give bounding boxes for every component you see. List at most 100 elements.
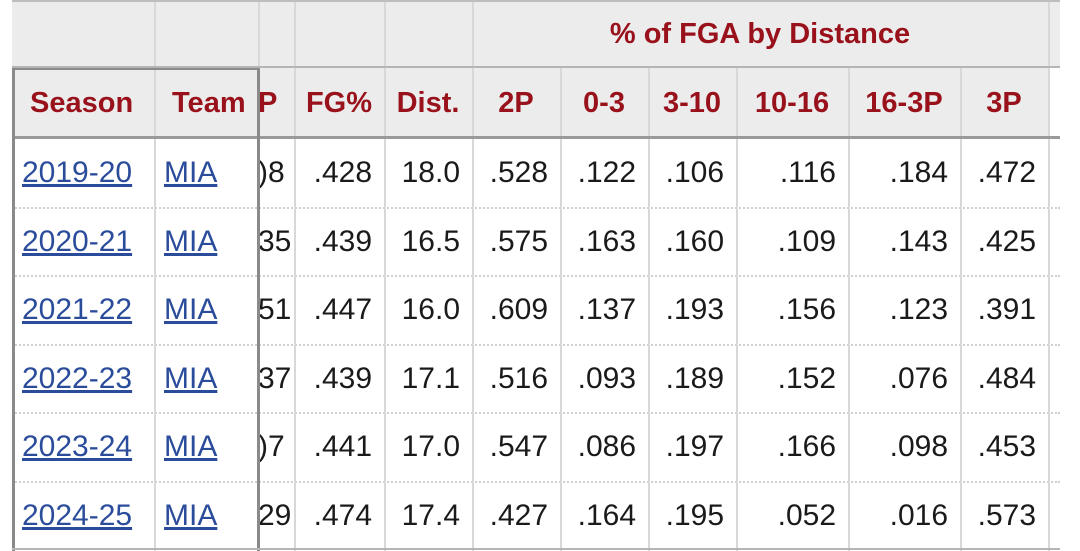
range-0-3-cell: .086: [577, 430, 636, 464]
partial-cell: )7: [258, 430, 285, 464]
twop-cell: .528: [489, 156, 548, 190]
threep-cell: .484: [977, 361, 1036, 395]
column-header-r0_3[interactable]: 0-3: [560, 68, 648, 138]
fg-pct-cell: .441: [313, 430, 372, 464]
twop-cell: .547: [489, 430, 548, 464]
team-cell[interactable]: MIA: [164, 498, 218, 532]
column-header-partial[interactable]: P: [258, 68, 294, 138]
column-divider: [472, 0, 474, 551]
team-cell[interactable]: MIA: [164, 293, 218, 327]
season-cell[interactable]: 2022-23: [22, 361, 133, 395]
column-header-r3_10[interactable]: 3-10: [648, 68, 736, 138]
fg-pct-cell: .474: [313, 498, 372, 532]
range-3-10-cell: .189: [665, 361, 724, 395]
range-10-16-cell: .166: [777, 430, 836, 464]
group-header-title: % of FGA by Distance: [609, 17, 911, 50]
twop-cell: .575: [489, 224, 548, 258]
column-divider: [960, 68, 962, 551]
twop-cell: .427: [489, 498, 548, 532]
range-3-10-cell: .195: [665, 498, 724, 532]
row-divider: [12, 343, 1060, 346]
range-0-3-cell: .164: [577, 498, 636, 532]
dist-cell: 17.0: [401, 430, 460, 464]
column-divider: [294, 0, 296, 551]
season-cell[interactable]: 2021-22: [22, 293, 133, 327]
column-divider: [154, 0, 156, 551]
row-divider: [12, 480, 1060, 483]
column-header-r16_3p[interactable]: 16-3P: [848, 68, 960, 138]
team-cell[interactable]: MIA: [164, 224, 218, 258]
team-cell[interactable]: MIA: [164, 430, 218, 464]
dist-cell: 17.1: [401, 361, 460, 395]
dist-cell: 17.4: [401, 498, 460, 532]
column-header-season[interactable]: Season: [12, 68, 154, 138]
column-divider: [848, 68, 850, 551]
season-cell[interactable]: 2024-25: [22, 498, 133, 532]
partial-cell: 35: [258, 224, 292, 258]
range-3-10-cell: .197: [665, 430, 724, 464]
range-3-10-cell: .193: [665, 293, 724, 327]
range-0-3-cell: .122: [577, 156, 636, 190]
partial-cell: 37: [258, 361, 292, 395]
column-header-twop[interactable]: 2P: [472, 68, 560, 138]
twop-cell: .516: [489, 361, 548, 395]
range-10-16-cell: .152: [777, 361, 836, 395]
column-header-team[interactable]: Team: [154, 68, 258, 138]
range-0-3-cell: .163: [577, 224, 636, 258]
threep-cell: .472: [977, 156, 1036, 190]
range-10-16-cell: .052: [777, 498, 836, 532]
dist-cell: 16.5: [401, 224, 460, 258]
threep-cell: .391: [977, 293, 1036, 327]
range-16-3p-cell: .016: [889, 498, 948, 532]
threep-cell: .425: [977, 224, 1036, 258]
fg-pct-cell: .439: [313, 224, 372, 258]
row-divider: [12, 412, 1060, 414]
range-0-3-cell: .137: [577, 293, 636, 327]
range-16-3p-cell: .143: [889, 224, 948, 258]
fg-pct-cell: .428: [313, 156, 372, 190]
column-header-threep[interactable]: 3P: [960, 68, 1048, 138]
partial-cell: 51: [258, 293, 292, 327]
header-bottom-border: [12, 136, 1060, 139]
header-top-band: [12, 0, 1060, 68]
table-bottom-border: [12, 548, 1060, 550]
team-cell[interactable]: MIA: [164, 156, 218, 190]
range-3-10-cell: .160: [665, 224, 724, 258]
partial-cell: )8: [258, 156, 285, 190]
season-cell[interactable]: 2020-21: [22, 224, 133, 258]
range-16-3p-cell: .098: [889, 430, 948, 464]
threep-cell: .573: [977, 498, 1036, 532]
dist-cell: 18.0: [401, 156, 460, 190]
column-header-fg_pct[interactable]: FG%: [294, 68, 384, 138]
column-divider: [384, 0, 386, 551]
fg-pct-cell: .439: [313, 361, 372, 395]
threep-cell: .453: [977, 430, 1036, 464]
column-divider: [648, 68, 650, 551]
frozen-columns-top: [12, 67, 260, 70]
range-16-3p-cell: .076: [889, 361, 948, 395]
column-header-dist[interactable]: Dist.: [384, 68, 472, 138]
header-divider: [12, 66, 1060, 68]
partial-cell: 29: [258, 498, 292, 532]
range-10-16-cell: .116: [779, 156, 836, 190]
column-divider: [1048, 0, 1050, 551]
team-cell[interactable]: MIA: [164, 361, 218, 395]
season-cell[interactable]: 2023-24: [22, 430, 133, 464]
range-16-3p-cell: .184: [889, 156, 948, 190]
column-header-r10_16[interactable]: 10-16: [736, 68, 848, 138]
column-divider: [560, 68, 562, 551]
range-3-10-cell: .106: [665, 156, 724, 190]
header-top-border: [12, 0, 1060, 2]
range-16-3p-cell: .123: [889, 293, 948, 327]
range-10-16-cell: .109: [777, 224, 836, 258]
row-divider: [12, 206, 1060, 209]
column-divider: [258, 0, 260, 551]
column-divider: [736, 68, 738, 551]
season-cell[interactable]: 2019-20: [22, 156, 133, 190]
dist-cell: 16.0: [401, 293, 460, 327]
fg-pct-cell: .447: [313, 293, 372, 327]
row-divider: [12, 275, 1060, 277]
range-0-3-cell: .093: [577, 361, 636, 395]
range-10-16-cell: .156: [777, 293, 836, 327]
